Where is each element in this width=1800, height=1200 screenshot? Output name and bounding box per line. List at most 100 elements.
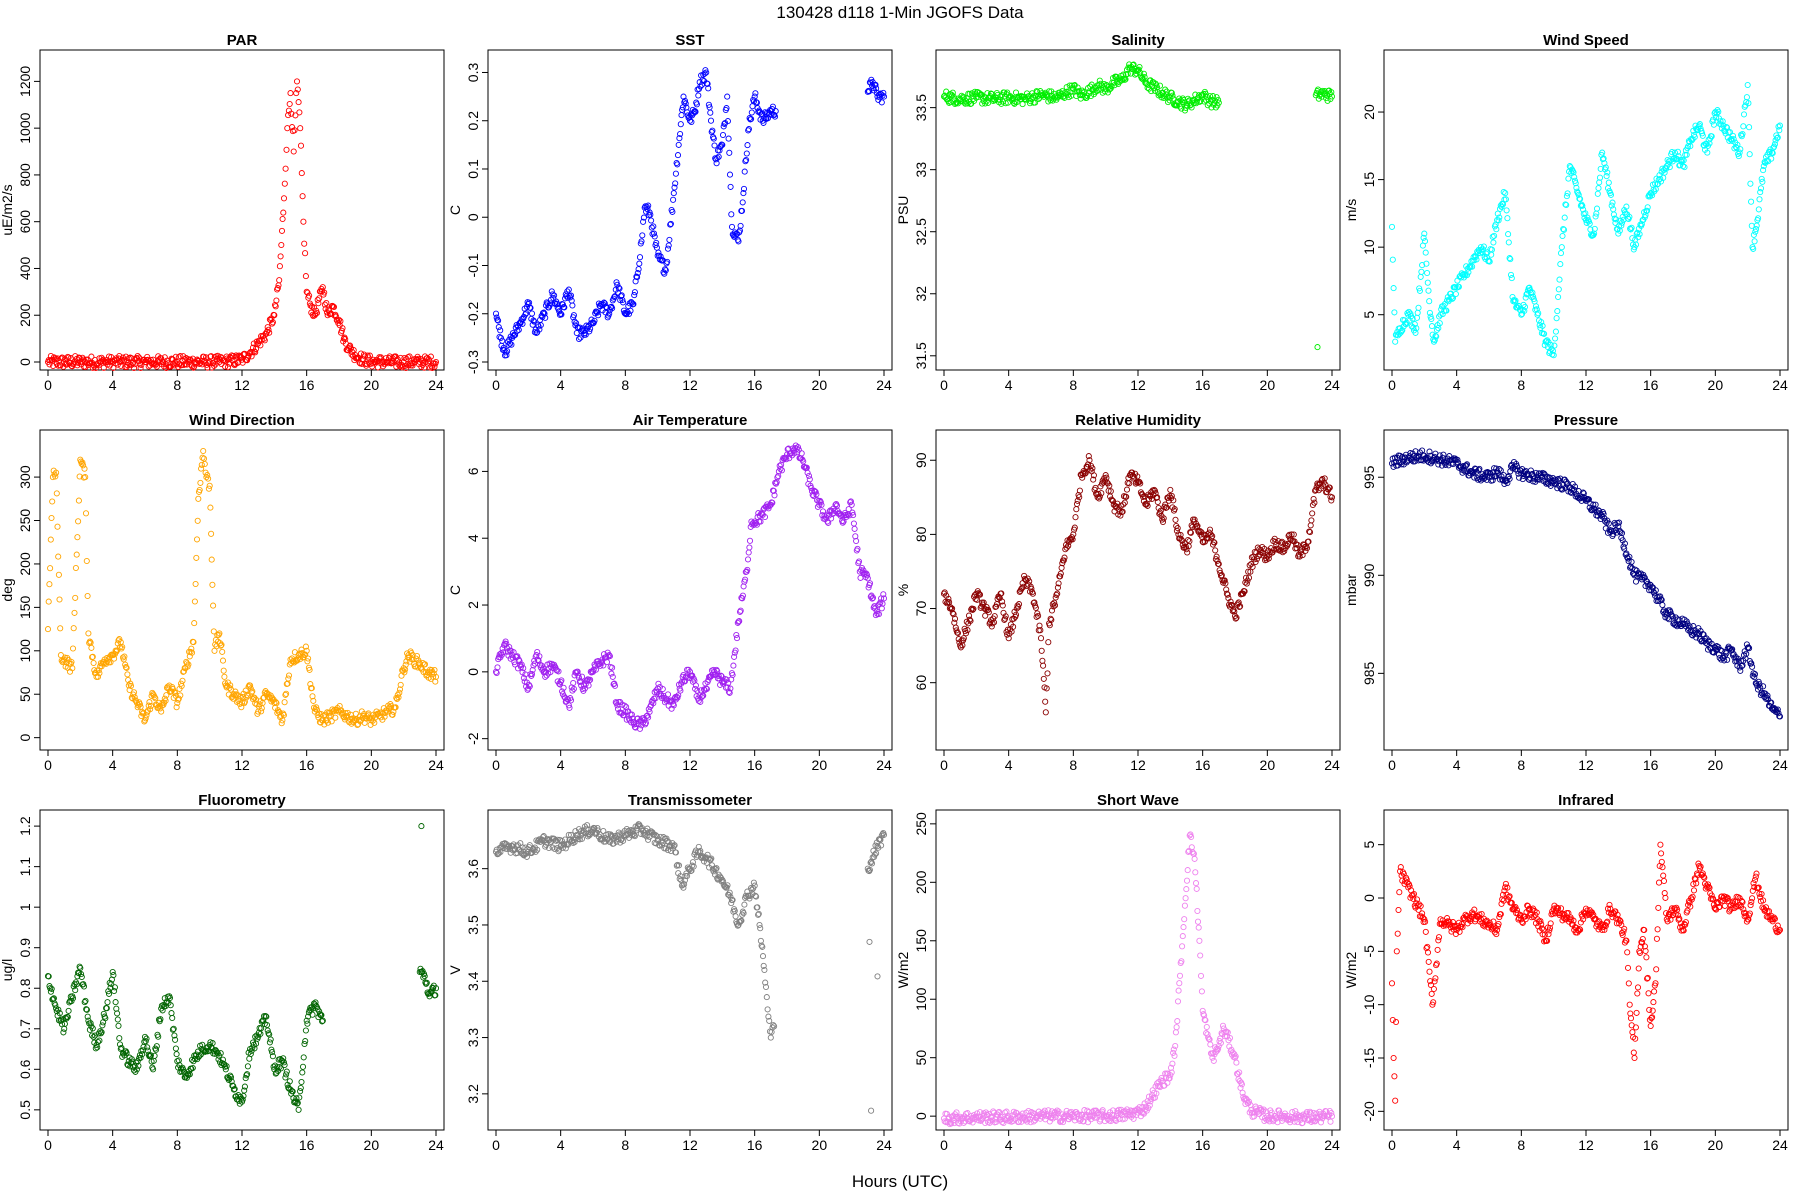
x-tick-label: 0 xyxy=(1388,377,1396,393)
data-point xyxy=(274,285,281,292)
x-tick-label: 8 xyxy=(173,377,181,393)
data-point xyxy=(1001,615,1009,622)
data-point xyxy=(714,154,721,162)
data-point xyxy=(302,651,309,658)
data-point xyxy=(1433,333,1440,340)
data-point xyxy=(733,631,740,639)
data-point xyxy=(1735,153,1742,160)
data-point xyxy=(697,687,705,694)
data-point xyxy=(1037,627,1044,634)
data-point xyxy=(1109,497,1116,504)
data-point xyxy=(739,199,746,206)
data-point xyxy=(1038,647,1045,654)
data-point xyxy=(850,520,857,527)
data-point xyxy=(82,474,89,481)
x-tick-label: 8 xyxy=(621,1137,629,1153)
data-point xyxy=(670,196,677,203)
x-tick-label: 16 xyxy=(1643,377,1659,393)
y-tick-label: 0.7 xyxy=(17,1019,33,1039)
x-tick-label: 12 xyxy=(234,1137,250,1153)
data-point xyxy=(273,297,280,304)
data-point xyxy=(873,85,880,92)
data-point xyxy=(57,625,64,632)
data-point xyxy=(1558,244,1565,251)
data-point xyxy=(1131,474,1138,481)
data-point xyxy=(1636,231,1643,238)
data-point xyxy=(54,523,61,530)
data-point xyxy=(644,206,651,213)
data-point xyxy=(1751,238,1758,245)
data-point xyxy=(198,461,205,468)
data-point xyxy=(594,309,601,316)
data-point xyxy=(1551,342,1558,349)
data-point xyxy=(805,472,813,479)
data-point xyxy=(700,692,707,699)
x-tick-label: 20 xyxy=(812,1137,828,1153)
data-point xyxy=(971,88,978,95)
data-point xyxy=(703,685,710,693)
data-point xyxy=(1110,79,1117,86)
data-point xyxy=(967,617,974,624)
data-point xyxy=(1635,234,1642,241)
data-point xyxy=(537,322,544,329)
data-point xyxy=(1480,246,1487,253)
data-point xyxy=(1604,169,1611,176)
data-point xyxy=(1740,123,1747,130)
data-point xyxy=(81,465,88,472)
data-point xyxy=(1776,127,1783,134)
data-point xyxy=(330,303,338,311)
data-point xyxy=(1029,590,1036,597)
x-tick-label: 24 xyxy=(1772,757,1788,773)
data-point xyxy=(1713,114,1720,121)
data-point xyxy=(1042,709,1049,716)
data-point xyxy=(1572,180,1579,187)
data-point xyxy=(719,131,727,139)
x-tick-label: 12 xyxy=(234,377,250,393)
data-point xyxy=(578,673,586,680)
data-point xyxy=(111,655,118,662)
data-point xyxy=(281,180,288,187)
data-point xyxy=(1186,538,1193,545)
data-point xyxy=(806,476,813,483)
data-point xyxy=(278,241,285,249)
data-point xyxy=(1535,310,1542,317)
data-point xyxy=(817,499,824,506)
data-point xyxy=(1760,167,1767,174)
data-point xyxy=(880,591,887,598)
data-point xyxy=(177,353,184,360)
data-point xyxy=(298,1078,305,1086)
data-point xyxy=(661,270,668,277)
y-axis-label: ug/l xyxy=(0,959,15,982)
data-point xyxy=(840,518,847,525)
data-point xyxy=(1082,469,1089,476)
x-tick-label: 0 xyxy=(940,377,948,393)
data-point xyxy=(508,341,515,348)
data-point xyxy=(664,245,672,252)
data-point xyxy=(960,93,967,100)
data-point xyxy=(328,718,335,725)
data-point xyxy=(1423,260,1430,267)
data-point xyxy=(420,974,427,981)
data-point xyxy=(88,644,95,651)
data-point xyxy=(137,364,144,372)
data-point xyxy=(636,725,644,732)
data-point xyxy=(125,682,132,689)
series-salinity xyxy=(940,61,1336,351)
data-point xyxy=(770,487,777,494)
data-point xyxy=(736,608,744,615)
data-point xyxy=(1750,231,1757,238)
data-point xyxy=(503,352,510,359)
data-point xyxy=(748,115,755,123)
data-point xyxy=(534,656,541,663)
data-point xyxy=(1037,635,1045,642)
data-point xyxy=(566,704,573,711)
data-point xyxy=(704,80,711,87)
data-point xyxy=(1190,100,1197,107)
data-point xyxy=(1424,279,1431,286)
data-point xyxy=(1090,476,1097,483)
data-point xyxy=(1493,226,1500,233)
data-point xyxy=(1043,685,1050,692)
